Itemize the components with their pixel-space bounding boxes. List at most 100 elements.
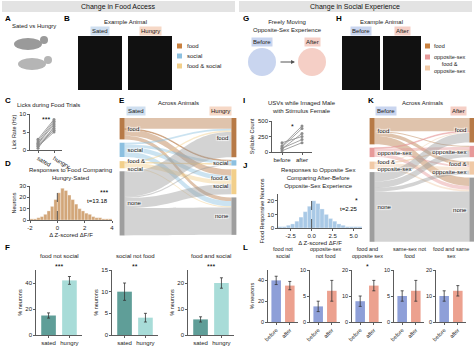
svg-text:after: after — [448, 327, 460, 339]
svg-text:social: social — [213, 160, 228, 166]
svg-text:opposite-sex: opposite-sex — [432, 149, 466, 155]
svg-text:food &social: food &social — [211, 175, 228, 189]
svg-text:after: after — [280, 327, 292, 339]
svg-text:none: none — [453, 207, 467, 213]
svg-text:0: 0 — [429, 319, 432, 325]
svg-text:Change in Social Experience: Change in Social Experience — [310, 3, 400, 11]
svg-text:opposite-sex: opposite-sex — [434, 54, 465, 60]
svg-text:hungry: hungry — [212, 340, 230, 346]
svg-text:before: before — [348, 327, 363, 342]
svg-text:After: After — [396, 28, 409, 34]
svg-text:USVs while Imaged Malewith Sti: USVs while Imaged Malewith Stimulus Fema… — [268, 100, 336, 114]
svg-text:10: 10 — [19, 206, 26, 212]
svg-text:*: * — [291, 123, 294, 130]
svg-text:% neurons: % neurons — [93, 289, 99, 316]
svg-text:t=2.25: t=2.25 — [340, 206, 358, 212]
svg-text:Example Animal: Example Animal — [360, 19, 403, 25]
svg-text:Before: Before — [377, 108, 395, 114]
svg-text:0: 0 — [23, 217, 27, 223]
svg-text:Sated vs Hungry: Sated vs Hungry — [12, 23, 56, 29]
svg-text:10: 10 — [267, 212, 274, 218]
svg-text:food and samesex: food and samesex — [433, 246, 469, 259]
svg-text:5: 5 — [387, 293, 390, 299]
svg-text:2: 2 — [83, 225, 87, 231]
svg-text:After: After — [452, 108, 465, 114]
svg-text:-2: -2 — [27, 225, 33, 231]
svg-text:before: before — [390, 327, 405, 342]
svg-text:A: A — [5, 14, 11, 23]
svg-text:sated: sated — [41, 340, 56, 346]
svg-text:Freely MovingOpposite-Sex Expe: Freely MovingOpposite-Sex Experience — [253, 19, 322, 33]
svg-text:0: 0 — [181, 332, 185, 338]
svg-text:opposite-sex: opposite-sex — [378, 150, 412, 156]
svg-text:0: 0 — [105, 332, 109, 338]
svg-text:% neurons: % neurons — [17, 289, 23, 316]
svg-text:% neurons: % neurons — [169, 289, 175, 316]
svg-text:5: 5 — [105, 310, 109, 316]
svg-text:opposite-sexnot food: opposite-sexnot food — [310, 246, 341, 259]
svg-text:Responses to Opposite SexCompa: Responses to Opposite SexComparing After… — [281, 167, 355, 189]
svg-text:40: 40 — [258, 277, 264, 283]
svg-text:***: *** — [55, 263, 63, 270]
svg-text:*: * — [366, 263, 369, 270]
svg-text:D: D — [5, 159, 11, 168]
svg-text:food &opposite-sex: food &opposite-sex — [378, 159, 412, 173]
svg-text:Food Responsive Neurons: Food Responsive Neurons — [259, 178, 265, 243]
svg-text:Sated: Sated — [92, 28, 108, 34]
svg-text:20: 20 — [25, 306, 32, 312]
svg-text:5.0: 5.0 — [349, 233, 358, 239]
svg-text:4: 4 — [110, 225, 114, 231]
svg-text:none: none — [128, 200, 142, 206]
svg-text:L: L — [243, 243, 248, 252]
svg-text:E: E — [119, 96, 125, 105]
svg-text:After: After — [306, 39, 319, 45]
svg-text:0: 0 — [345, 319, 348, 325]
svg-text:10: 10 — [19, 111, 26, 117]
svg-text:10: 10 — [384, 267, 390, 273]
svg-text:food &opposite-sex: food &opposite-sex — [434, 61, 465, 74]
svg-text:hungry: hungry — [136, 340, 154, 346]
svg-text:Syllable Count: Syllable Count — [249, 118, 255, 154]
svg-text:Before: Before — [352, 28, 370, 34]
svg-text:15: 15 — [101, 267, 108, 273]
svg-text:40: 40 — [25, 280, 32, 286]
svg-text:food: food — [455, 127, 467, 133]
svg-text:C: C — [5, 96, 11, 105]
svg-text:Hungry: Hungry — [211, 108, 230, 114]
svg-text:G: G — [243, 14, 249, 23]
svg-text:Change in Food Access: Change in Food Access — [81, 3, 155, 11]
svg-text:10: 10 — [342, 293, 348, 299]
svg-text:10: 10 — [426, 293, 432, 299]
svg-text:after: after — [406, 327, 418, 339]
svg-text:Licks during Food Trials: Licks during Food Trials — [17, 102, 80, 108]
svg-text:Before: Before — [253, 39, 271, 45]
svg-text:food andopposite sex: food andopposite sex — [352, 246, 383, 259]
svg-text:10: 10 — [177, 306, 184, 312]
svg-text:before: before — [432, 327, 447, 342]
svg-text:20: 20 — [342, 267, 348, 273]
svg-text:sated: sated — [193, 340, 208, 346]
svg-text:none: none — [215, 213, 229, 219]
svg-text:Example Animal: Example Animal — [104, 19, 147, 25]
svg-text:food: food — [217, 135, 229, 141]
svg-text:0: 0 — [387, 319, 390, 325]
svg-text:K: K — [368, 96, 374, 105]
svg-text:after: after — [364, 327, 376, 339]
svg-text:***: *** — [207, 263, 215, 270]
svg-text:sated: sated — [36, 155, 52, 168]
svg-text:after: after — [322, 327, 334, 339]
svg-text:before: before — [273, 157, 291, 163]
svg-text:0: 0 — [261, 319, 264, 325]
svg-text:5: 5 — [23, 129, 27, 135]
svg-text:250: 250 — [258, 134, 269, 140]
svg-text:***: *** — [100, 189, 108, 196]
svg-text:% neurons: % neurons — [249, 283, 255, 310]
svg-text:none: none — [378, 204, 392, 210]
svg-text:Across Animals: Across Animals — [158, 100, 199, 106]
svg-text:Hungry: Hungry — [141, 28, 160, 34]
svg-text:social: social — [128, 147, 143, 153]
svg-text:0: 0 — [29, 332, 33, 338]
svg-text:hungry: hungry — [52, 155, 71, 169]
svg-text:10: 10 — [300, 267, 306, 273]
svg-text:0.0: 0.0 — [307, 233, 316, 239]
